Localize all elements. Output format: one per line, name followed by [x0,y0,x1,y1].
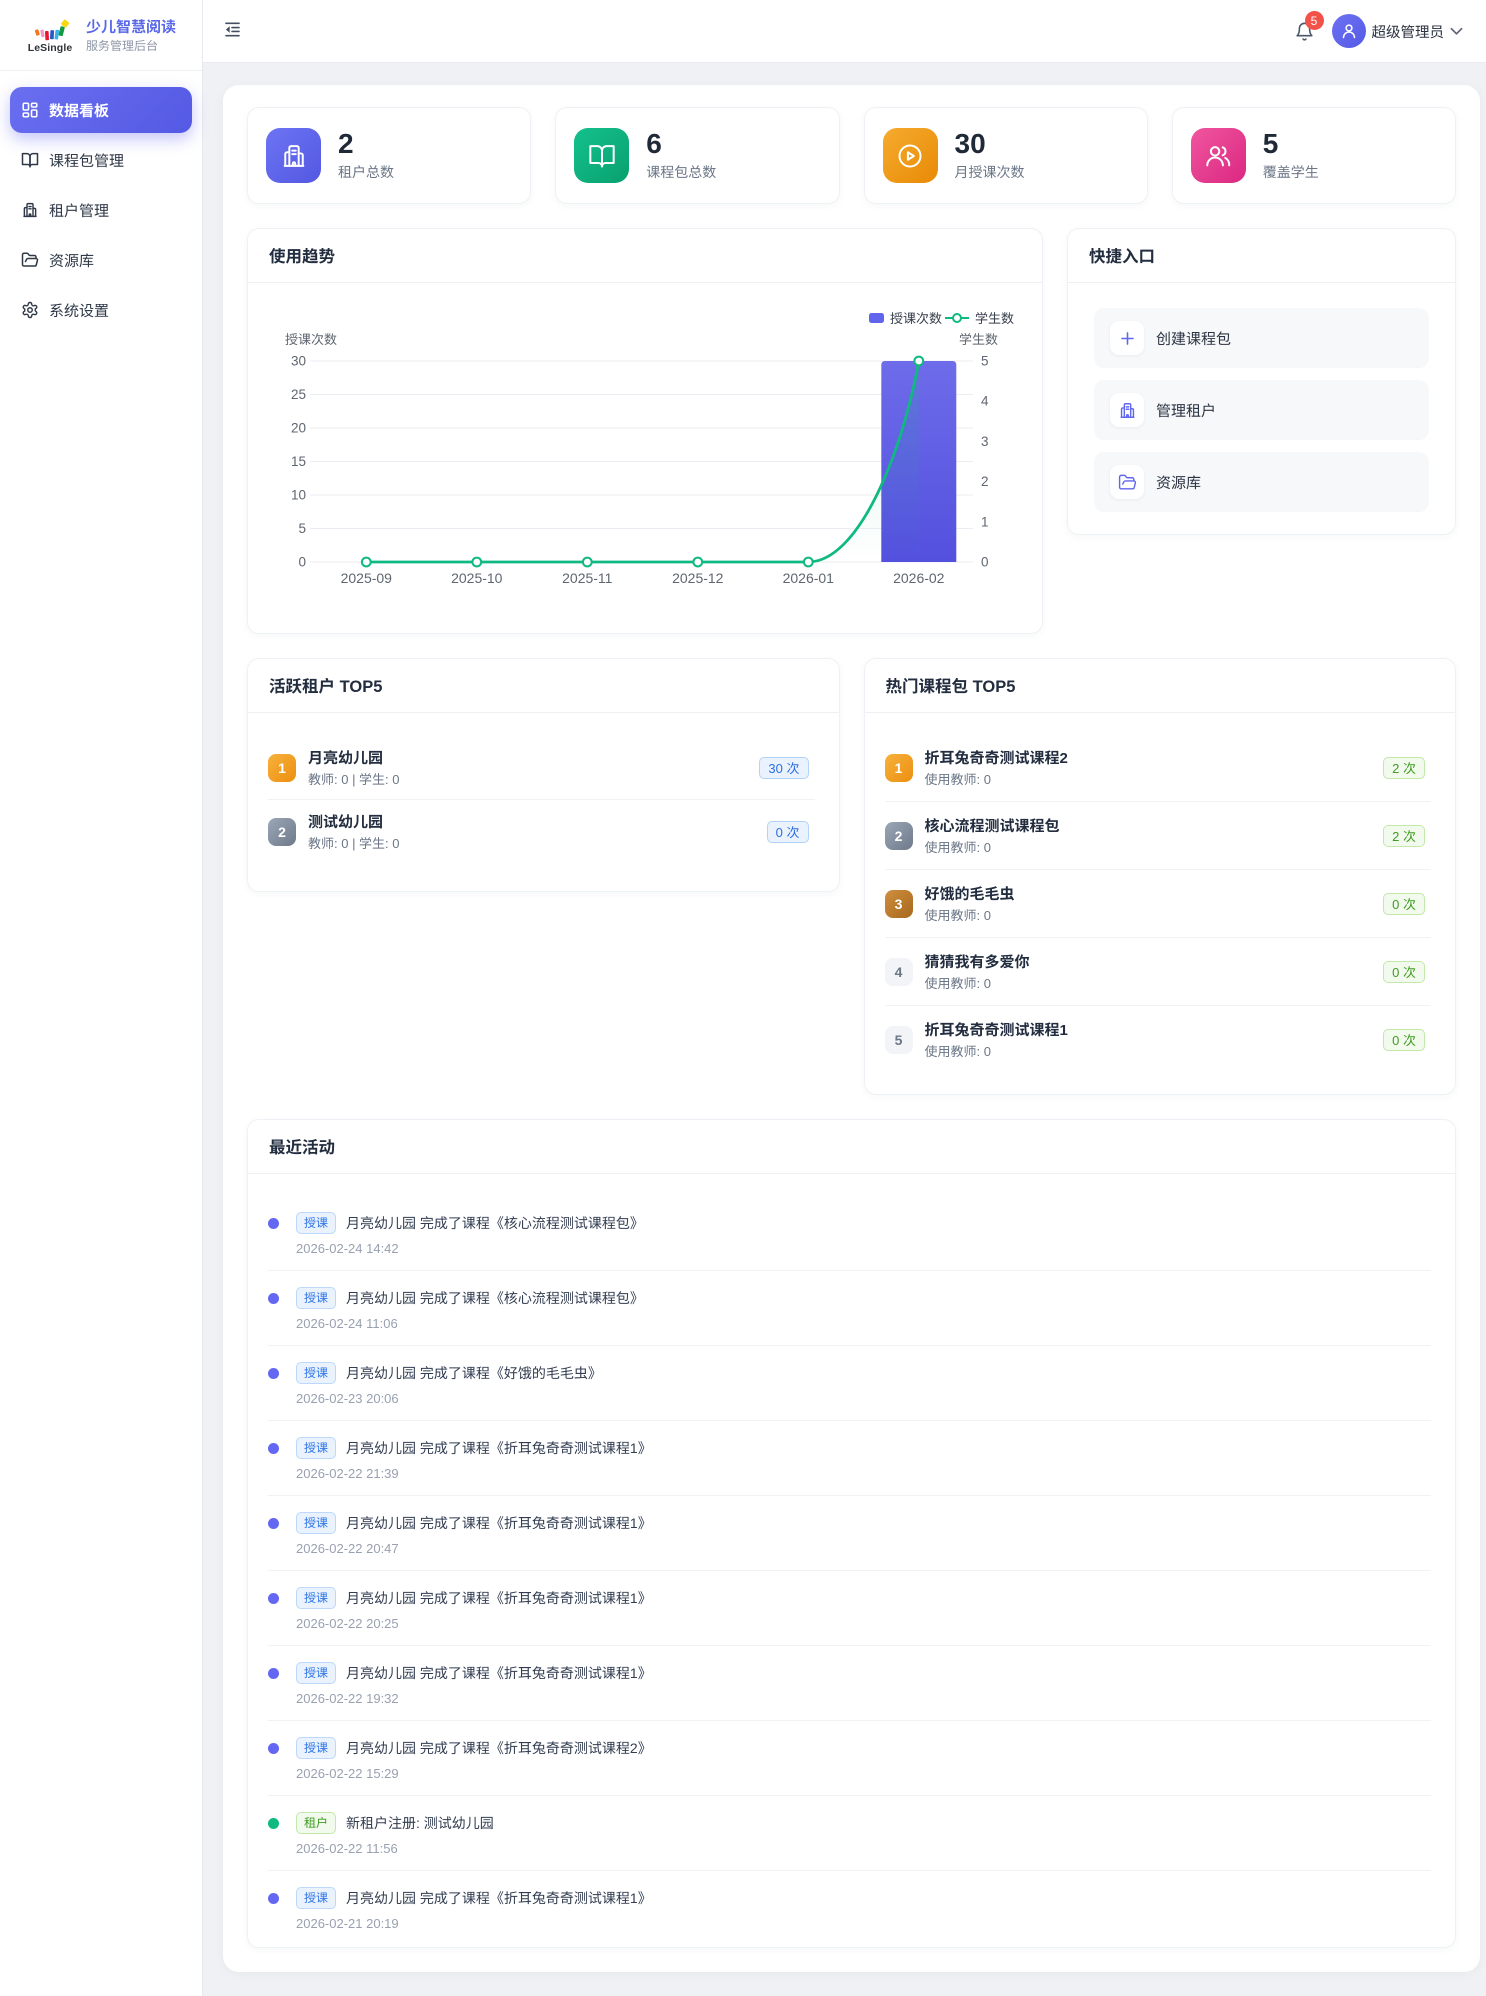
svg-text:学生数: 学生数 [975,308,1014,327]
svg-text:授课次数: 授课次数 [890,308,942,327]
svg-text:20: 20 [291,421,306,436]
svg-text:5: 5 [298,521,306,536]
svg-text:2025-12: 2025-12 [672,570,724,586]
svg-text:30: 30 [291,354,306,369]
svg-text:学生数: 学生数 [959,329,998,348]
svg-text:2025-11: 2025-11 [562,570,613,586]
svg-text:0: 0 [298,555,306,570]
svg-text:2026-01: 2026-01 [783,570,835,586]
svg-text:4: 4 [981,394,989,409]
svg-text:25: 25 [291,387,306,402]
svg-text:10: 10 [291,488,306,503]
svg-text:2: 2 [981,474,989,489]
svg-text:2025-09: 2025-09 [341,570,393,586]
svg-text:5: 5 [981,354,989,369]
svg-text:2025-10: 2025-10 [451,570,503,586]
svg-text:15: 15 [291,454,306,469]
svg-text:3: 3 [981,434,989,449]
svg-text:0: 0 [981,555,989,570]
svg-text:1: 1 [981,514,989,529]
svg-text:2026-02: 2026-02 [893,570,945,586]
svg-text:授课次数: 授课次数 [285,329,337,348]
